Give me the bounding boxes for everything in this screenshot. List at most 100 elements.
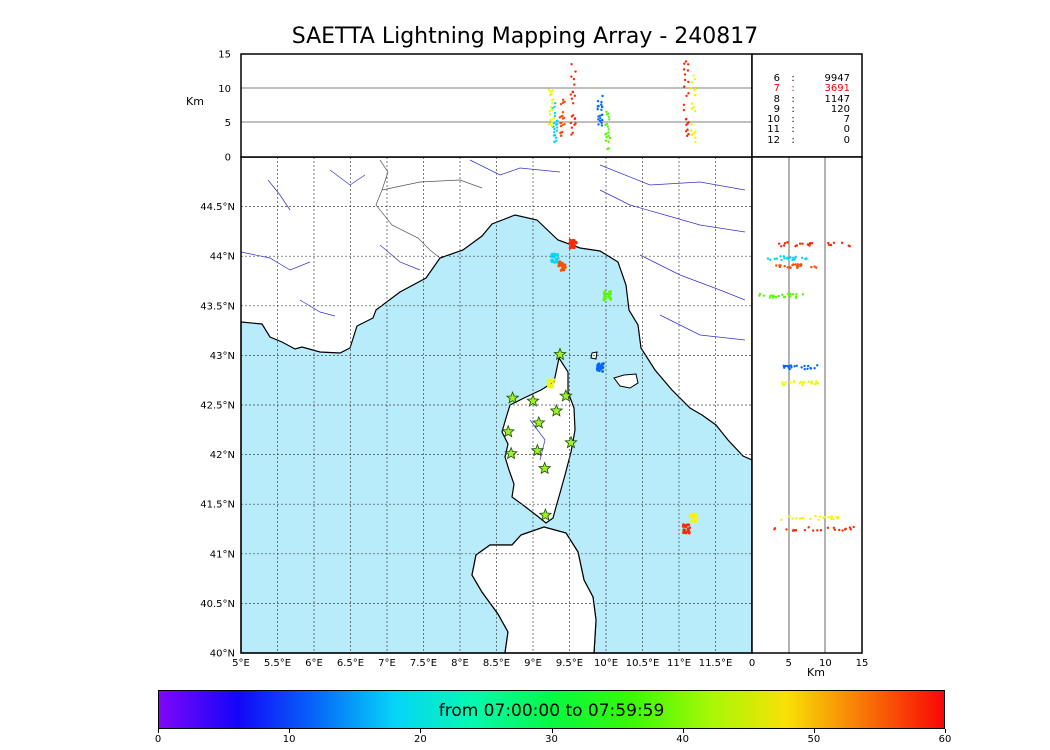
altitude-source-point (554, 139, 558, 142)
altitude-source-point (556, 122, 559, 126)
altitude-source-point (573, 83, 576, 86)
altitude-panel (240, 53, 753, 158)
station-count-label: 9 (773, 103, 780, 115)
side-source-point (796, 266, 799, 270)
altitude-source-point (570, 97, 574, 100)
map-source-point (692, 515, 695, 519)
side-tick-label: 15 (856, 658, 869, 669)
side-source-point (816, 382, 820, 385)
side-source-point (783, 257, 786, 260)
lon-tick-label: 5.5°E (264, 658, 291, 669)
station-count-value: 0 (843, 124, 850, 136)
side-source-point (762, 294, 766, 297)
map-source-point (687, 528, 690, 531)
altitude-source-point (570, 75, 573, 78)
altitude-source-point (571, 90, 575, 94)
colorbar-time-range: from 07:00:00 to 07:59:59 (438, 701, 665, 721)
altitude-source-point (563, 100, 566, 103)
side-source-point (827, 241, 830, 245)
map-source-point (609, 298, 613, 301)
map-panel (240, 156, 753, 654)
lon-tick-label: 7°E (378, 658, 396, 669)
lat-tick-label: 42.5°N (200, 401, 235, 412)
side-source-point (832, 517, 835, 521)
altitude-source-point (601, 113, 604, 116)
altitude-source-point (604, 123, 607, 127)
colorbar-tick-label: 50 (807, 734, 821, 745)
station-count-value: 0 (843, 134, 850, 146)
altitude-source-point (597, 118, 600, 121)
side-source-point (848, 526, 852, 529)
altitude-source-point (599, 117, 602, 120)
altitude-source-point (596, 108, 599, 111)
altitude-source-point (559, 103, 563, 106)
altitude-source-point (684, 130, 688, 133)
side-source-point (768, 258, 772, 261)
side-source-point (810, 380, 813, 383)
side-source-point (800, 366, 803, 369)
altitude-source-point (607, 147, 611, 150)
map-source-point (694, 520, 697, 524)
side-source-point (771, 294, 774, 297)
altitude-source-point (687, 132, 690, 136)
side-source-point (788, 367, 791, 371)
station-star-icon (549, 403, 564, 417)
side-source-point (809, 366, 812, 370)
side-source-point (785, 257, 788, 260)
side-source-point (800, 256, 804, 260)
altitude-source-point (604, 110, 608, 113)
side-source-point (803, 528, 807, 532)
altitude-source-point (693, 94, 697, 97)
side-source-point (791, 517, 794, 520)
altitude-source-point (682, 103, 686, 106)
map-source-point (694, 517, 698, 520)
map-source-point (560, 262, 564, 266)
altitude-source-point (682, 108, 686, 112)
side-source-point (807, 526, 810, 529)
side-source-point (782, 383, 786, 386)
altitude-source-point (690, 133, 694, 137)
side-source-point (802, 380, 806, 384)
side-source-point (758, 292, 762, 296)
map-source-point (560, 264, 564, 268)
altitude-source-point (561, 101, 564, 105)
time-colorbar: from 07:00:00 to 07:59:59 (158, 690, 945, 729)
altitude-source-point (550, 99, 554, 102)
side-source-point (773, 527, 777, 530)
lat-tick-label: 44°N (210, 252, 235, 263)
side-source-point (791, 263, 794, 267)
map-gridlines (241, 157, 752, 653)
altitude-source-point (693, 136, 697, 139)
altitude-source-point (558, 116, 561, 119)
altitude-source-point (683, 73, 687, 76)
altitude-source-point (683, 78, 687, 82)
altitude-source-point (608, 118, 611, 121)
map-source-point (689, 513, 693, 517)
altitude-source-point (689, 87, 693, 90)
side-source-point (844, 527, 847, 531)
side-source-point (801, 383, 804, 387)
altitude-source-point (686, 122, 689, 125)
lat-tick-label: 41°N (210, 549, 235, 560)
lon-tick-label: 9°E (524, 658, 542, 669)
side-lightning-sources (758, 241, 855, 532)
side-source-point (794, 244, 797, 248)
chart-title: SAETTA Lightning Mapping Array - 240817 (291, 24, 759, 49)
side-source-point (775, 257, 778, 260)
side-source-point (782, 295, 786, 299)
altitude-source-point (692, 132, 695, 135)
altitude-source-point (607, 112, 610, 115)
side-source-point (777, 242, 781, 245)
station-count-label: 11 (767, 124, 780, 136)
altitude-source-point (607, 115, 610, 118)
side-source-point (802, 516, 805, 520)
colorbar-tick-mark (158, 729, 159, 733)
side-source-point (793, 365, 796, 368)
altitude-source-point (553, 111, 557, 115)
altitude-source-point (553, 140, 556, 144)
altitude-source-point (605, 135, 608, 139)
side-source-point (783, 241, 787, 245)
map-source-point (683, 531, 687, 534)
altitude-source-point (693, 109, 697, 113)
colorbar-tick-mark (289, 729, 291, 733)
